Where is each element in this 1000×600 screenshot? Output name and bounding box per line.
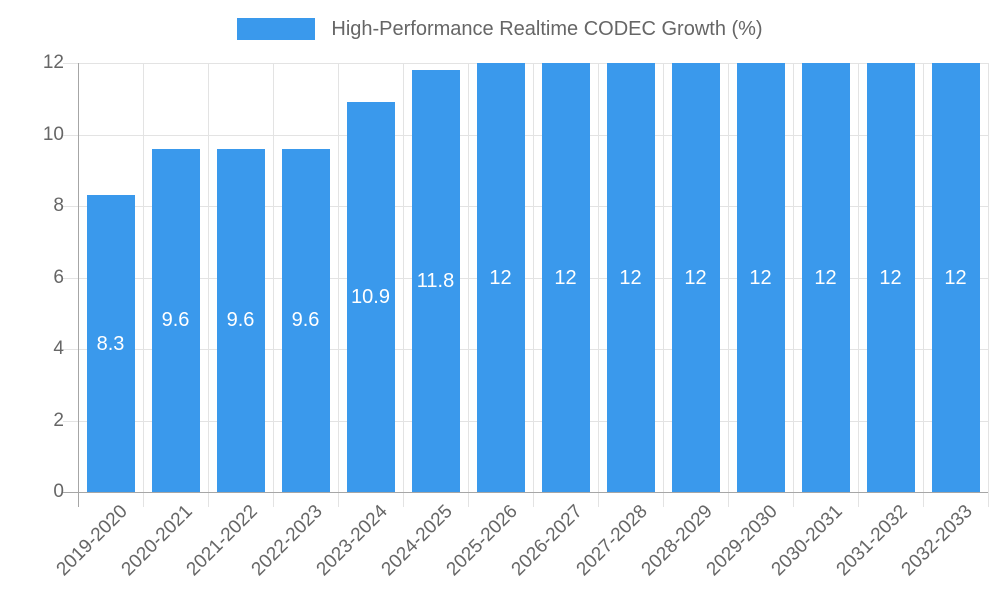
gridline-vertical [533,63,534,507]
legend-swatch [237,18,316,40]
y-axis-tick-label: 6 [53,266,64,288]
gridline-vertical [338,63,339,507]
bar[interactable] [476,63,525,492]
y-axis-tick-label: 10 [42,123,64,145]
gridline-vertical [858,63,859,507]
gridline-vertical [403,63,404,507]
bar[interactable] [736,63,785,492]
bar[interactable] [346,102,395,492]
y-axis-line [78,63,79,507]
y-axis-tick-label: 2 [53,409,64,431]
gridline-vertical [923,63,924,507]
x-axis-line [63,492,988,493]
gridline-vertical [988,63,989,507]
bar[interactable] [411,70,460,492]
gridline-vertical [793,63,794,507]
bar[interactable] [86,195,135,492]
gridline-vertical [728,63,729,507]
y-axis-tick-label: 4 [53,338,64,359]
y-axis-tick-label: 12 [42,52,64,73]
x-axis-tick-label: 2019-2020 [52,501,132,581]
gridline-horizontal [63,206,988,207]
y-axis-tick-label: 0 [53,481,64,502]
gridline-horizontal [63,134,988,136]
legend-label: High-Performance Realtime CODEC Growth (… [331,18,763,40]
gridline-vertical [273,63,274,507]
chart-legend[interactable]: High-Performance Realtime CODEC Growth (… [0,18,1000,40]
gridline-horizontal [63,277,988,279]
bar[interactable] [151,148,200,492]
bar[interactable] [541,63,590,492]
bar[interactable] [216,148,265,492]
bar[interactable] [281,148,330,492]
bar[interactable] [931,63,980,492]
gridline-vertical [208,63,209,507]
gridline-horizontal [63,420,988,422]
gridline-vertical [598,63,599,507]
bar[interactable] [671,63,720,492]
gridline-vertical [663,63,664,507]
bar[interactable] [801,63,850,492]
gridline-vertical [468,63,469,507]
bar[interactable] [866,63,915,492]
gridline-vertical [143,63,144,507]
y-axis-tick-label: 8 [53,195,64,216]
gridline-horizontal [63,349,988,350]
gridline-horizontal [63,63,988,64]
bar[interactable] [606,63,655,492]
